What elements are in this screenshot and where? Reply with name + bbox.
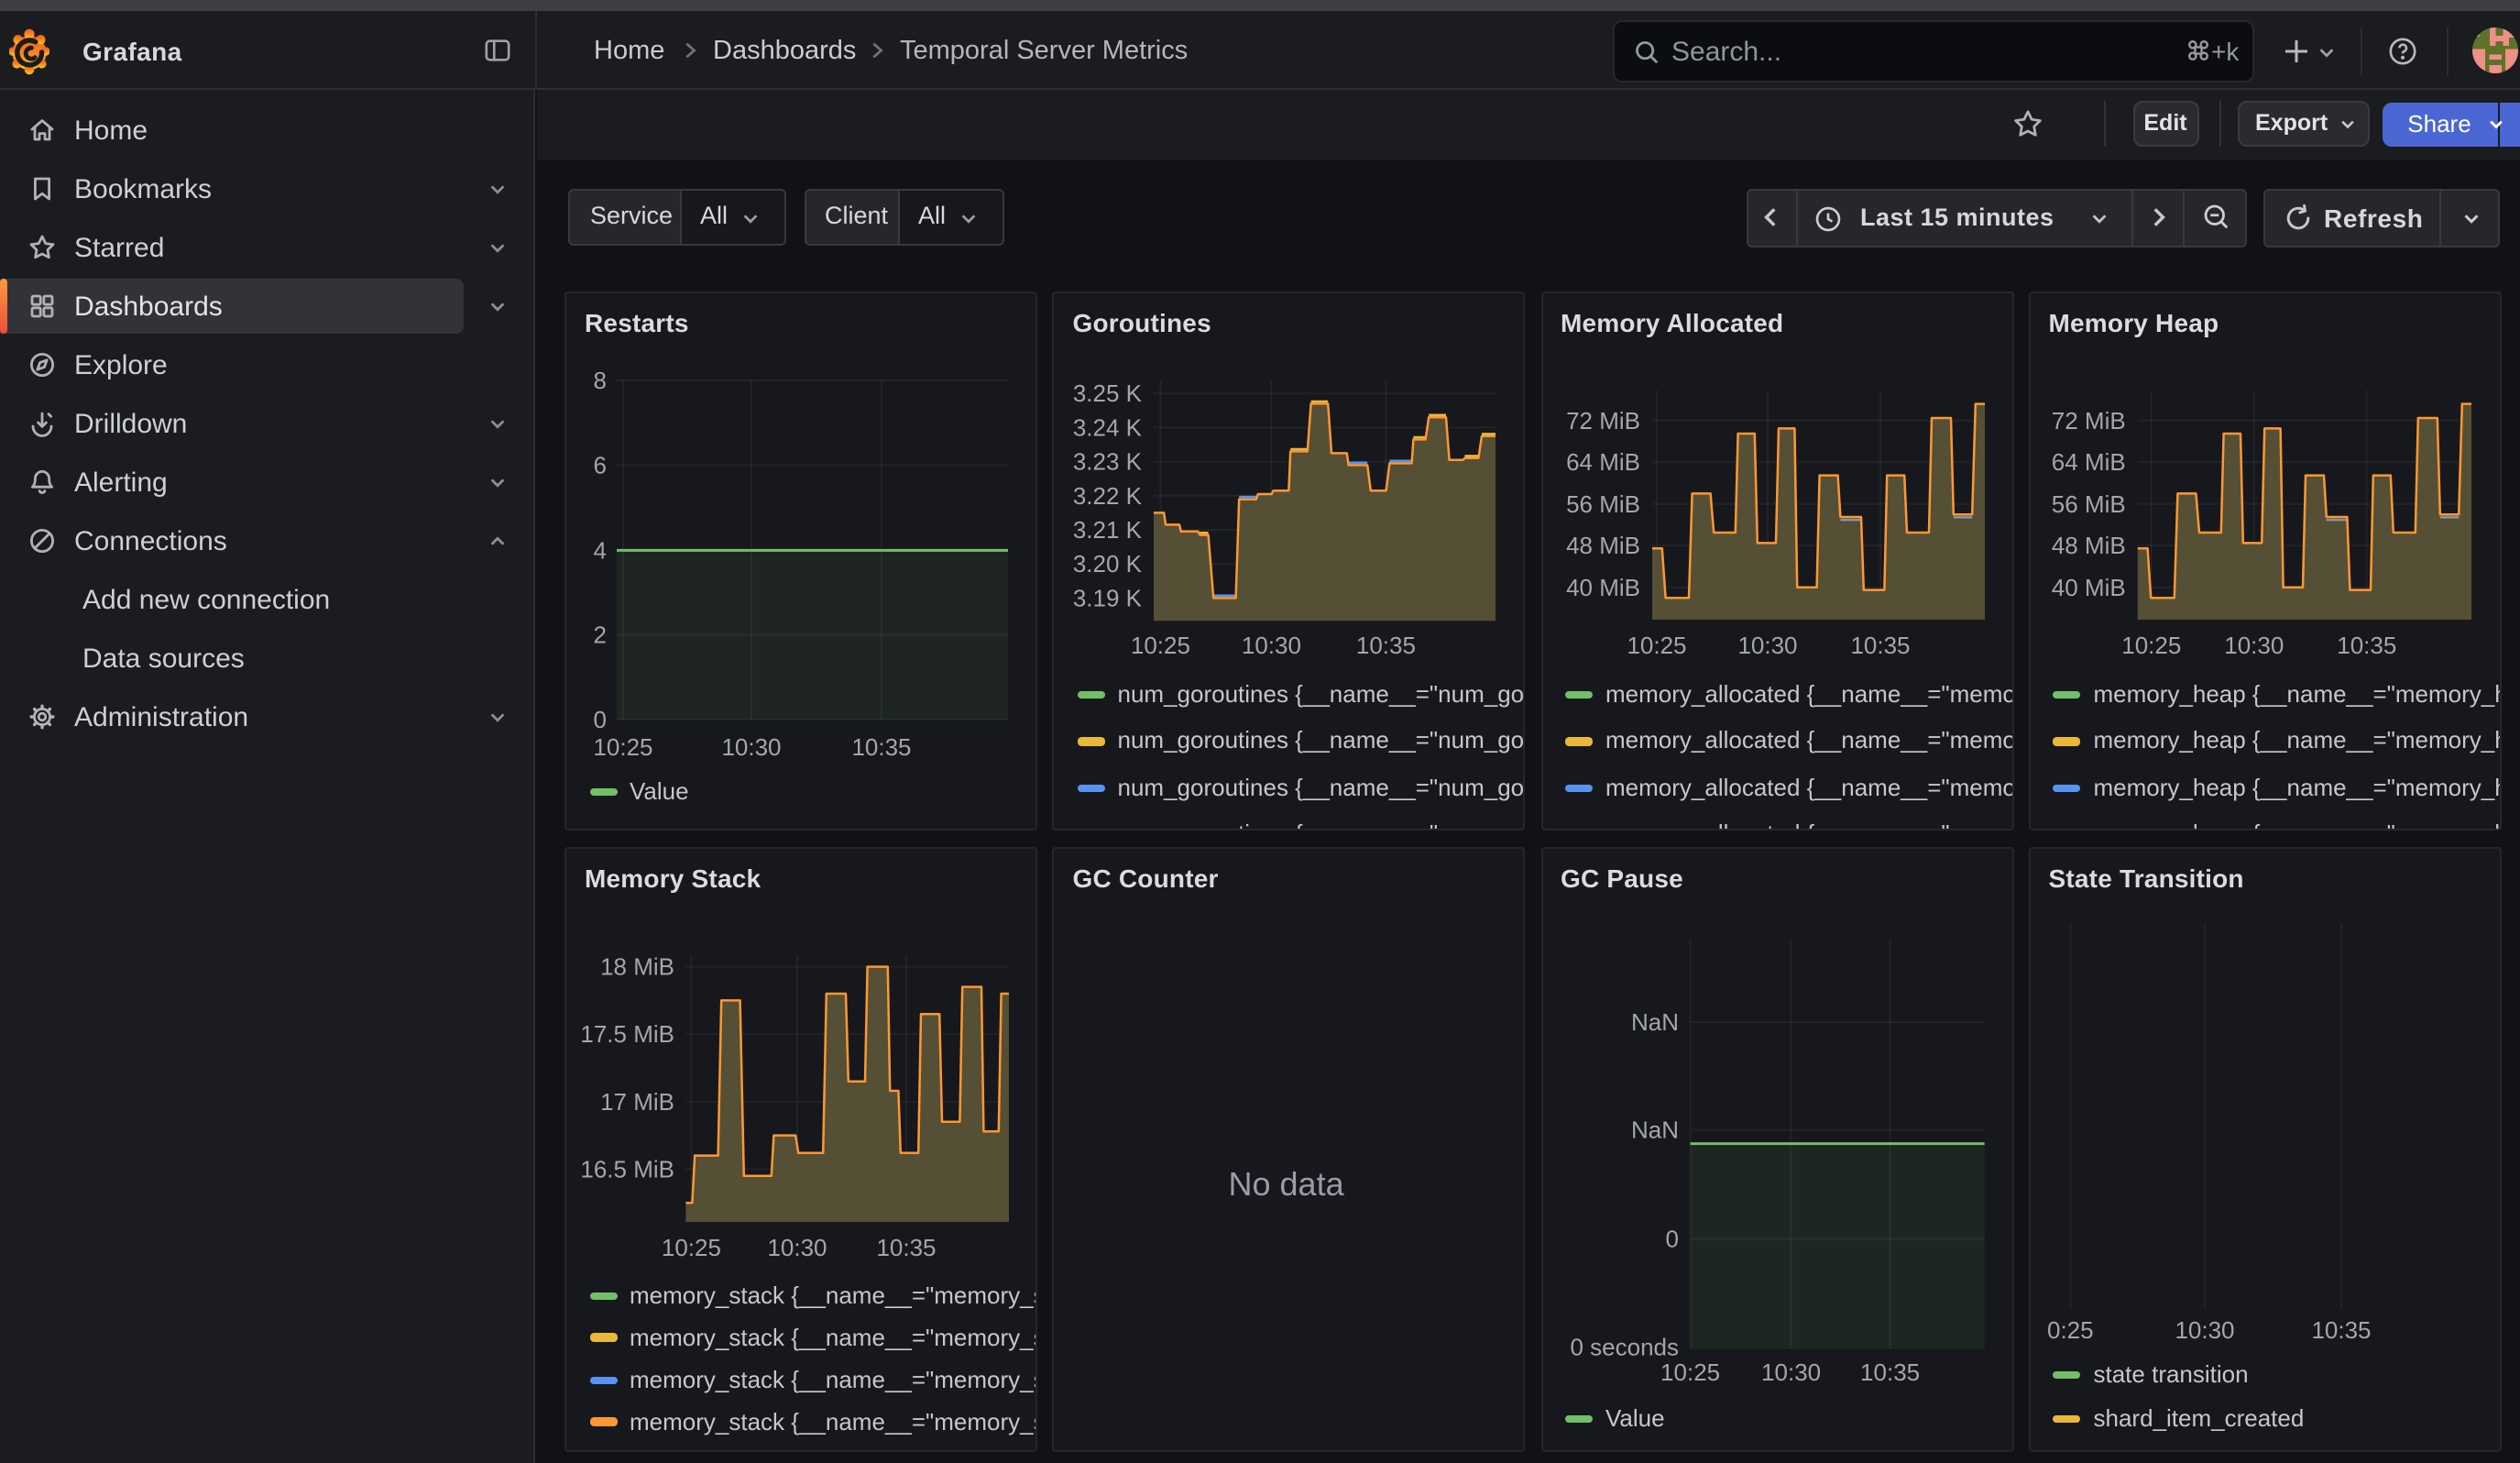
svg-text:10:35: 10:35 [876, 1234, 936, 1261]
svg-text:3.25 K: 3.25 K [1073, 380, 1143, 407]
svg-text:3.21 K: 3.21 K [1073, 516, 1143, 544]
svg-text:18 MiB: 18 MiB [600, 953, 674, 981]
svg-text:10:35: 10:35 [2337, 632, 2396, 659]
svg-text:3.19 K: 3.19 K [1073, 584, 1143, 611]
svg-text:NaN: NaN [1630, 1116, 1678, 1143]
svg-text:40 MiB: 40 MiB [1565, 574, 1639, 601]
svg-text:8: 8 [594, 367, 607, 394]
svg-text:10:30: 10:30 [1760, 1358, 1820, 1386]
svg-text:10:25: 10:25 [662, 1234, 721, 1261]
svg-text:10:35: 10:35 [851, 733, 911, 761]
svg-text:17.5 MiB: 17.5 MiB [580, 1020, 674, 1048]
svg-text:0 seconds: 0 seconds [1569, 1333, 1678, 1360]
svg-text:72 MiB: 72 MiB [1565, 407, 1639, 434]
svg-text:17 MiB: 17 MiB [600, 1088, 674, 1116]
svg-text:10:25: 10:25 [1660, 1358, 1719, 1386]
svg-text:0: 0 [594, 706, 607, 733]
svg-text:3.20 K: 3.20 K [1073, 550, 1143, 578]
svg-text:48 MiB: 48 MiB [2051, 532, 2125, 559]
svg-text:64 MiB: 64 MiB [1565, 448, 1639, 476]
svg-text:48 MiB: 48 MiB [1565, 532, 1639, 559]
svg-text:6: 6 [594, 452, 607, 479]
svg-text:10:30: 10:30 [721, 733, 781, 761]
svg-text:10:25: 10:25 [593, 733, 652, 761]
svg-text:10:30: 10:30 [2175, 1316, 2234, 1344]
svg-text:10:30: 10:30 [2224, 632, 2284, 659]
svg-text:3.24 K: 3.24 K [1073, 413, 1143, 441]
svg-text:10:25: 10:25 [1626, 632, 1685, 659]
svg-text:2: 2 [594, 622, 607, 649]
svg-text:10:30: 10:30 [1737, 632, 1796, 659]
svg-text:56 MiB: 56 MiB [2051, 490, 2125, 518]
svg-text:56 MiB: 56 MiB [1565, 490, 1639, 518]
svg-text:3.22 K: 3.22 K [1073, 482, 1143, 510]
svg-text:10:25: 10:25 [1131, 632, 1190, 659]
svg-text:10:30: 10:30 [767, 1234, 827, 1261]
svg-text:10:35: 10:35 [1859, 1358, 1919, 1386]
svg-text:0:25: 0:25 [2047, 1316, 2094, 1344]
svg-text:40 MiB: 40 MiB [2051, 574, 2125, 601]
svg-text:10:35: 10:35 [1849, 632, 1909, 659]
svg-text:3.23 K: 3.23 K [1073, 448, 1143, 476]
svg-text:10:30: 10:30 [1242, 632, 1301, 659]
svg-text:NaN: NaN [1630, 1008, 1678, 1036]
svg-text:10:35: 10:35 [1356, 632, 1416, 659]
svg-text:16.5 MiB: 16.5 MiB [580, 1155, 674, 1182]
svg-text:64 MiB: 64 MiB [2051, 448, 2125, 476]
svg-text:0: 0 [1665, 1226, 1678, 1253]
svg-text:10:25: 10:25 [2121, 632, 2181, 659]
svg-text:72 MiB: 72 MiB [2051, 407, 2125, 434]
svg-text:4: 4 [594, 536, 607, 564]
svg-text:10:35: 10:35 [2311, 1316, 2371, 1344]
